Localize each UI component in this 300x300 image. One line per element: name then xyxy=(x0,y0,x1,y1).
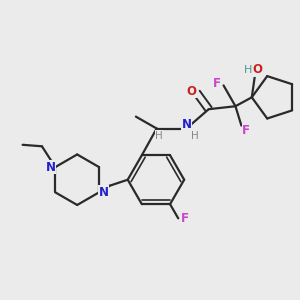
Text: O: O xyxy=(187,85,196,98)
Text: N: N xyxy=(182,118,191,130)
Text: F: F xyxy=(242,124,250,136)
Text: F: F xyxy=(213,76,221,89)
Text: H: H xyxy=(155,131,163,141)
Text: H: H xyxy=(191,131,199,141)
Text: N: N xyxy=(98,186,109,199)
Text: H: H xyxy=(244,65,252,75)
Text: N: N xyxy=(46,160,56,174)
Text: F: F xyxy=(181,212,189,225)
Text: O: O xyxy=(253,64,263,76)
